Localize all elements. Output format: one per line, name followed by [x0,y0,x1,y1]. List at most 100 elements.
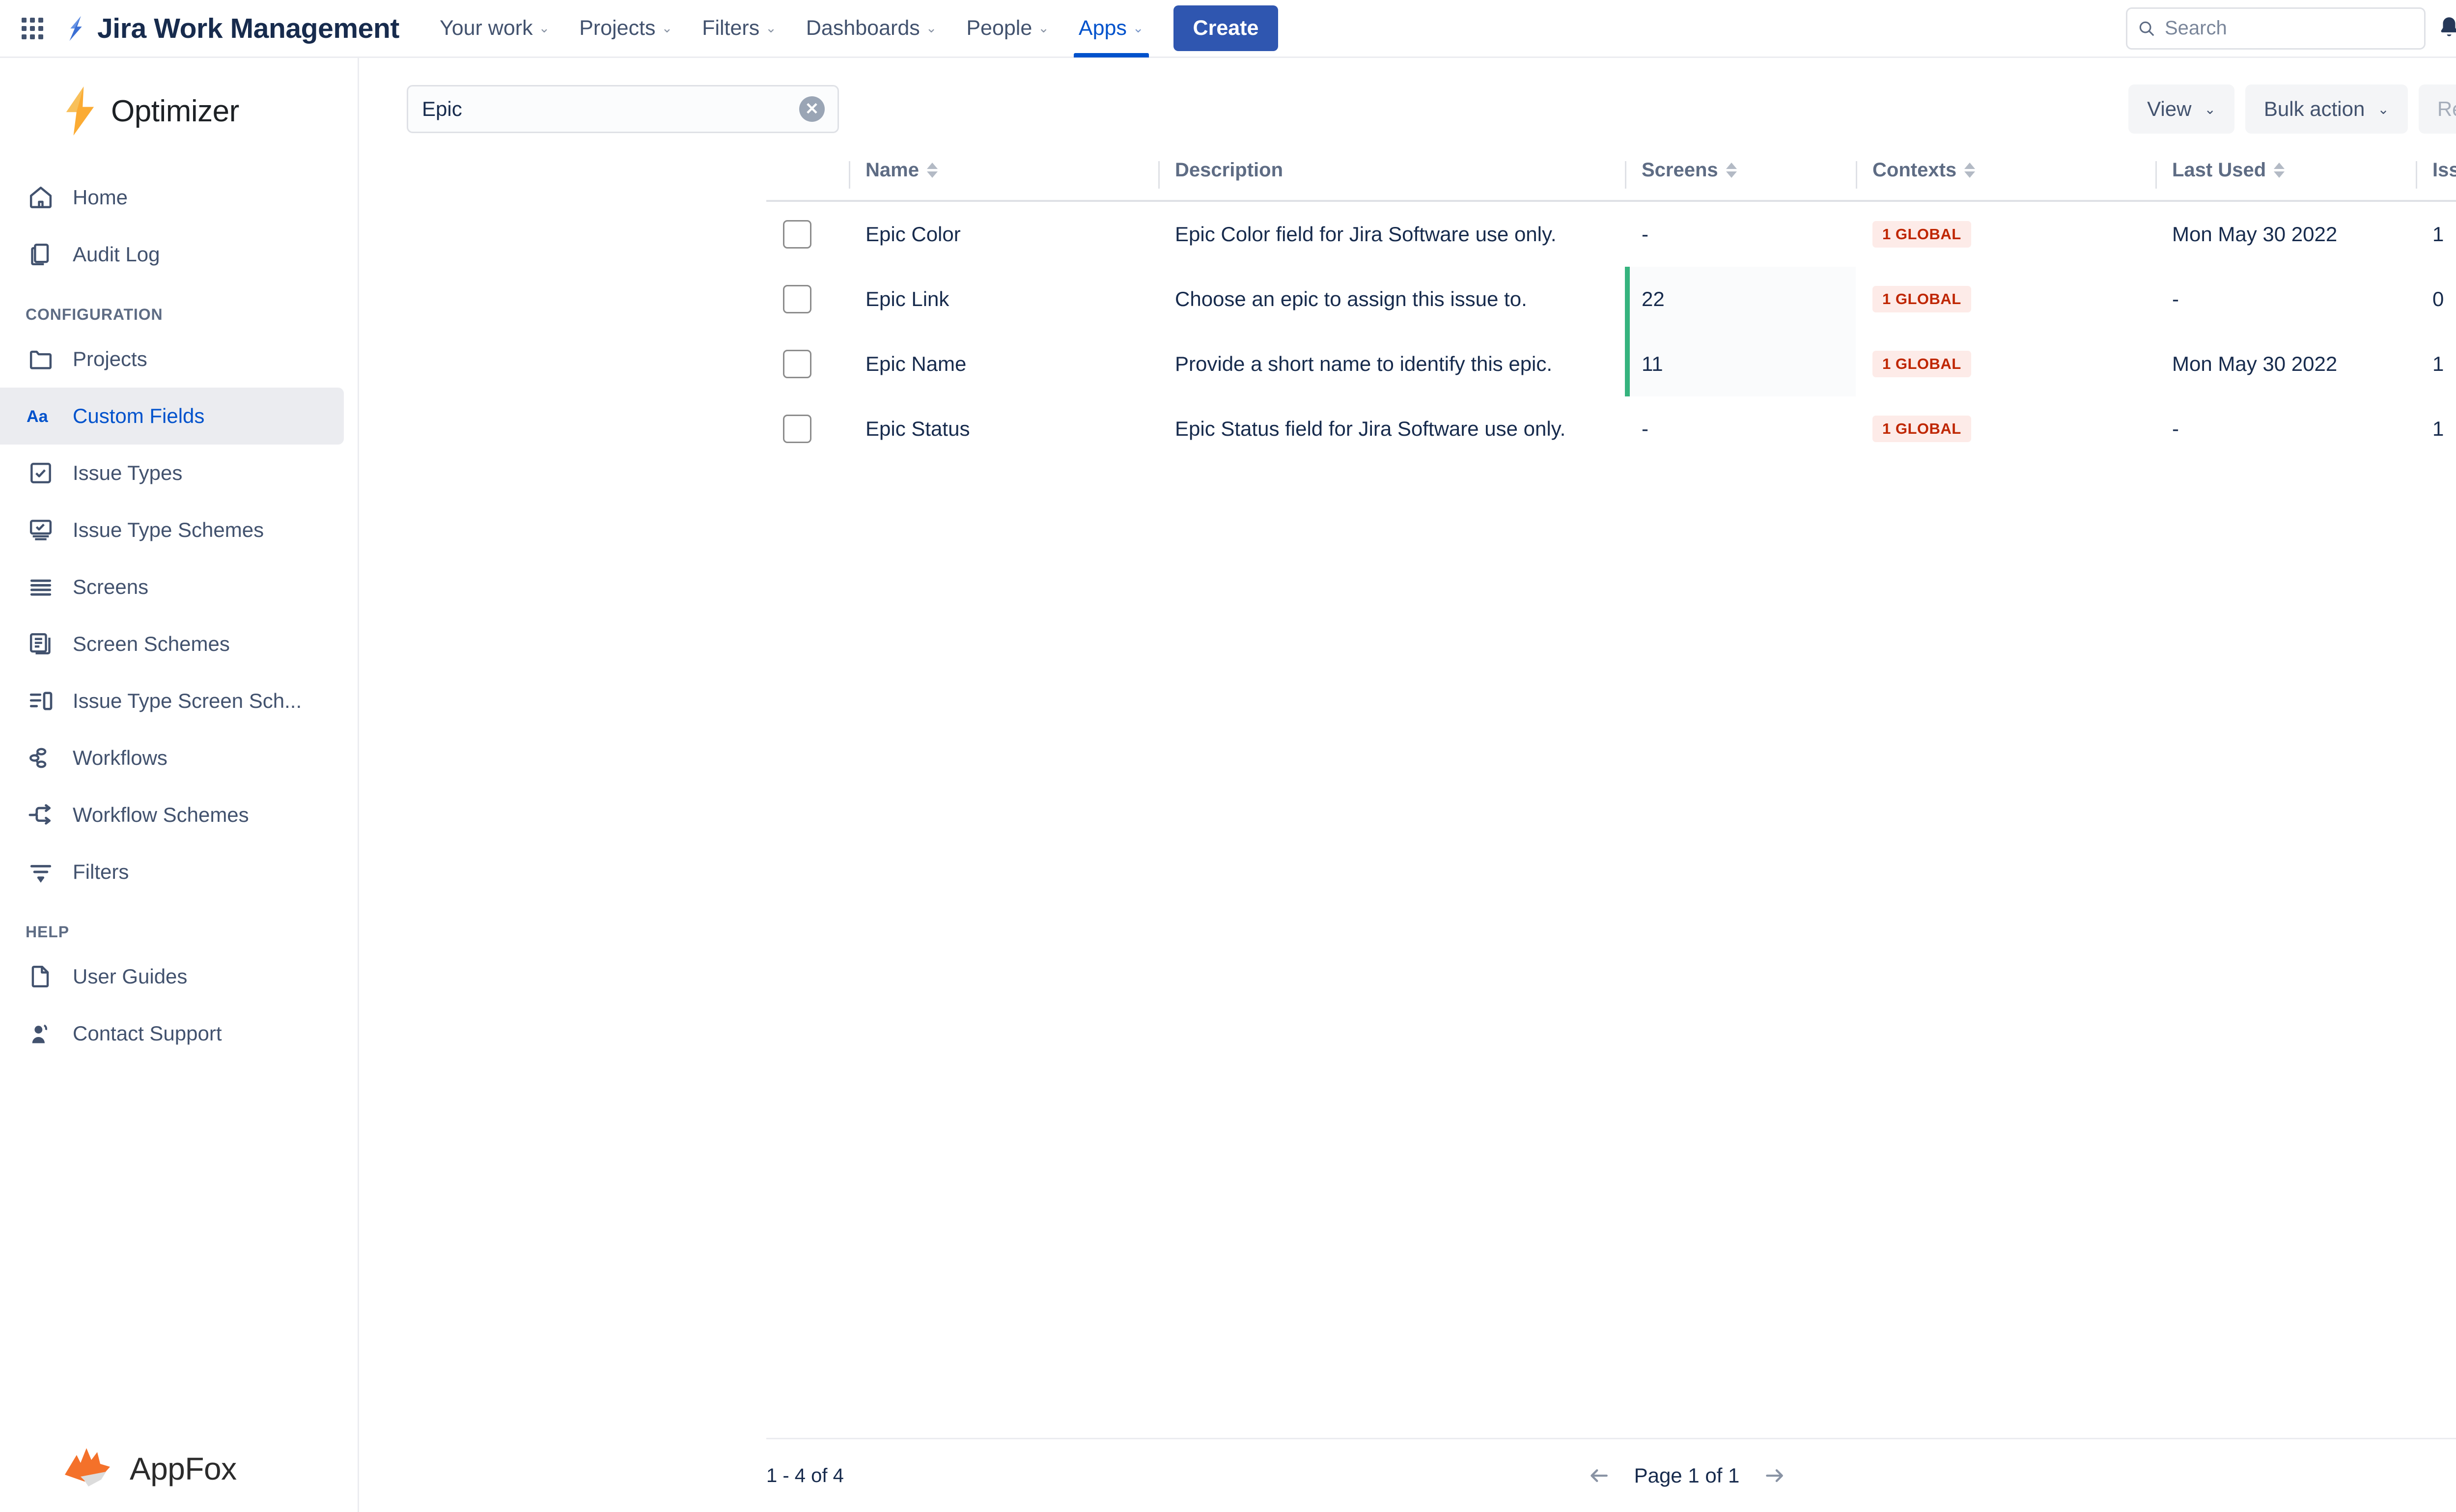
optimizer-product-logo[interactable]: Optimizer [0,58,358,137]
aa-text-icon: Aa [26,401,56,431]
sidebar-item-screen-schemes[interactable]: Screen Schemes [0,616,344,672]
sort-icon[interactable] [2274,163,2285,178]
global-search-input[interactable]: Search [2126,7,2426,50]
clear-circle-icon[interactable]: ✕ [799,96,825,122]
cell-issue-count: 1 [2416,202,2456,267]
cell-last-used: Mon May 30 2022 [2155,332,2416,396]
table-row[interactable]: Epic Color Epic Color field for Jira Sof… [766,202,2456,267]
notifications-button[interactable] [2426,5,2456,52]
custom-fields-table-wrapper: Name Description Screens [766,159,2456,461]
fox-logo-icon [59,1443,122,1494]
row-checkbox[interactable] [783,285,811,313]
arrow-right-icon[interactable] [1759,1460,1789,1491]
cell-contexts: 1 GLOBAL [1856,332,2155,396]
notification-bell-icon [2437,15,2456,42]
sidebar-item-screens[interactable]: Screens [0,559,344,616]
row-select-cell [766,396,849,461]
nav-item-apps[interactable]: Apps ⌄ [1064,0,1159,57]
row-checkbox[interactable] [783,350,811,378]
table-row[interactable]: Epic Link Choose an epic to assign this … [766,267,2456,332]
arrow-left-icon[interactable] [1584,1460,1615,1491]
cell-last-used: - [2155,267,2416,332]
sidebar-item-issue-type-screen-schemes[interactable]: Issue Type Screen Sch... [0,672,344,729]
result-count: 1 - 4 of 4 [766,1464,844,1486]
sidebar-item-home[interactable]: Home [0,169,344,226]
cell-value: Provide a short name to identify this ep… [1175,352,1553,375]
sidebar-item-issue-type-schemes[interactable]: Issue Type Schemes [0,502,344,559]
grid-apps-icon [22,17,43,39]
column-header-label: Screens [1642,159,1718,181]
nav-item-dashboards[interactable]: Dashboards ⌄ [791,0,952,57]
sidebar-item-label: Screens [73,575,149,598]
sidebar-item-label: Projects [73,347,147,370]
sidebar-item-workflow-schemes[interactable]: Workflow Schemes [0,786,344,843]
sidebar-item-workflows[interactable]: Workflows [0,729,344,786]
table-row[interactable]: Epic Name Provide a short name to identi… [766,332,2456,396]
cell-description: Epic Color field for Jira Software use o… [1158,202,1625,267]
column-header-name[interactable]: Name [849,159,1158,200]
brand-home-link[interactable]: Jira Work Management [61,12,399,45]
app-sidebar: Optimizer Home Audit Log CONFIGURATION [0,58,359,1512]
sidebar-item-label: Audit Log [73,243,160,266]
documents-stack-icon [26,629,56,659]
sidebar-item-audit-log[interactable]: Audit Log [0,226,344,283]
chevron-down-icon: ⌄ [925,21,937,35]
nav-item-people[interactable]: People ⌄ [951,0,1064,57]
app-switcher-button[interactable] [15,11,50,46]
sort-icon[interactable] [926,163,938,178]
nav-item-your-work[interactable]: Your work ⌄ [425,0,564,57]
sidebar-section-configuration: CONFIGURATION [26,306,163,323]
sidebar-item-user-guides[interactable]: User Guides [0,948,344,1005]
nav-item-projects[interactable]: Projects ⌄ [564,0,687,57]
chevron-down-icon: ⌄ [1038,21,1049,35]
list-panel-icon [26,686,56,716]
sidebar-item-filters[interactable]: Filters [0,843,344,900]
column-header-label: Contexts [1872,159,1957,181]
cell-value: 1 [2432,417,2444,440]
cell-issue-count: 1 [2416,396,2456,461]
cell-contexts: 1 GLOBAL [1856,267,2155,332]
bulk-action-button[interactable]: Bulk action ⌄ [2245,84,2408,134]
column-header-description[interactable]: Description [1158,159,1625,200]
view-button[interactable]: View ⌄ [2128,84,2234,134]
view-button-label: View [2147,97,2192,120]
cell-value: Mon May 30 2022 [2172,352,2338,375]
sort-icon[interactable] [1726,163,1737,178]
vendor-name: AppFox [130,1451,237,1486]
vendor-logo[interactable]: AppFox [0,1443,359,1494]
nav-item-filters[interactable]: Filters ⌄ [687,0,791,57]
sidebar-item-projects[interactable]: Projects [0,331,344,388]
custom-field-search-input[interactable]: Epic ✕ [407,85,839,133]
cell-value: 22 [1642,287,1665,310]
nav-item-label: Your work [439,16,533,40]
column-header-label: Last Used [2172,159,2266,181]
column-header-screens[interactable]: Screens [1625,159,1856,200]
row-select-cell [766,202,849,267]
sidebar-item-contact-support[interactable]: Contact Support [0,1005,344,1062]
workflow-branch-icon [26,800,56,830]
sidebar-item-issue-types[interactable]: Issue Types [0,445,344,502]
contexts-badge: 1 GLOBAL [1872,221,1971,248]
chevron-down-icon: ⌄ [2377,101,2389,117]
row-checkbox[interactable] [783,415,811,443]
row-checkbox[interactable] [783,220,811,249]
cell-value: Epic Link [865,287,949,310]
sidebar-item-label: Screen Schemes [73,632,230,655]
chevron-down-icon: ⌄ [1132,21,1144,35]
footer-divider [766,1438,2456,1439]
table-row[interactable]: Epic Status Epic Status field for Jira S… [766,396,2456,461]
cell-screens: - [1625,202,1856,267]
column-header-issue-count[interactable]: Issue Count [2416,159,2456,200]
sort-icon[interactable] [1964,163,1976,178]
checkbox-square-icon [26,458,56,488]
column-header-last-used[interactable]: Last Used [2155,159,2416,200]
cell-last-used: Mon May 30 2022 [2155,202,2416,267]
chevron-down-icon: ⌄ [661,21,673,35]
table-header-row: Name Description Screens [766,159,2456,200]
search-icon [2137,19,2156,38]
create-button[interactable]: Create [1173,5,1279,51]
cell-screens: - [1625,396,1856,461]
column-header-contexts[interactable]: Contexts [1856,159,2155,200]
table-body: Epic Color Epic Color field for Jira Sof… [766,200,2456,461]
sidebar-item-custom-fields[interactable]: Aa Custom Fields [0,388,344,445]
